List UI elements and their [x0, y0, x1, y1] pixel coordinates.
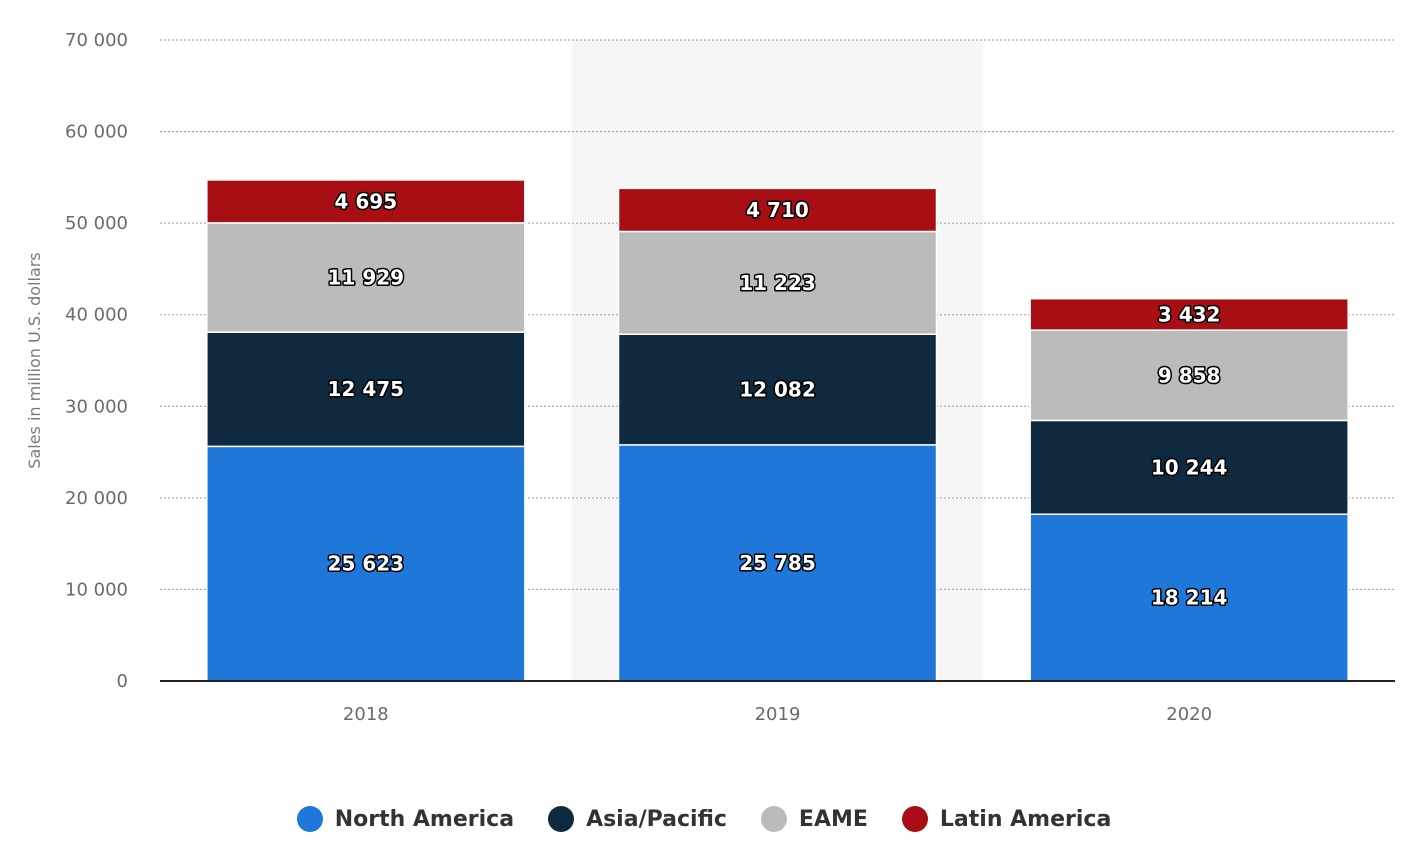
- bar-eame-2020: [1029, 329, 1349, 422]
- bar-asia-pacific-2018: [206, 331, 526, 448]
- x-tick-label: 2019: [755, 704, 801, 725]
- stacked-bar-chart: 0 10 000 20 000 30 000 40 000 50 000 60 000 70 …: [25, 30, 1395, 725]
- data-label: 11 929: [328, 266, 405, 290]
- data-label: 25 623: [328, 552, 405, 576]
- legend-item-asia-pacific[interactable]: Asia/Pacific: [548, 806, 727, 832]
- legend-item-eame[interactable]: EAME: [760, 806, 868, 832]
- legend-label: North America: [334, 806, 515, 832]
- data-label: 12 082: [739, 378, 816, 402]
- data-label: 4 695: [335, 189, 398, 213]
- data-label: 11 223: [739, 271, 816, 295]
- legend: North America Asia/Pacific EAME Latin Ameri…: [0, 806, 1408, 832]
- data-labels: 25 623 12 475 11 929 4 695 25 785 12 082 11 22…: [326, 188, 1229, 611]
- bar-asia-pacific-2019: [617, 333, 938, 446]
- bar-north-america-2019: [617, 444, 938, 682]
- bar-eame-2018: [206, 222, 526, 333]
- data-label: 18 214: [1151, 586, 1228, 610]
- bar-latin-america-2019: [617, 187, 938, 233]
- data-label: 4 710: [746, 198, 809, 222]
- legend-item-north-america[interactable]: North America: [296, 806, 515, 832]
- bar-eame-2019: [617, 230, 938, 335]
- y-axis-label: Sales in million U.S. dollars: [25, 252, 44, 468]
- legend-swatch-icon: [548, 806, 575, 832]
- x-tick-label: 2020: [1166, 704, 1212, 725]
- x-tick-label: 2018: [343, 704, 389, 725]
- legend-swatch-icon: [296, 806, 323, 832]
- legend-label: Latin America: [939, 806, 1112, 832]
- legend-swatch-icon: [760, 806, 787, 832]
- y-tick-label: 70 000: [65, 30, 128, 51]
- y-tick-label: 20 000: [65, 488, 128, 509]
- y-tick-label: 30 000: [65, 396, 128, 417]
- y-tick-label: 10 000: [65, 579, 128, 600]
- data-label: 12 475: [328, 377, 405, 401]
- data-label: 3 432: [1158, 302, 1221, 326]
- bar-latin-america-2018: [206, 179, 526, 224]
- bar-north-america-2020: [1029, 513, 1349, 682]
- y-tick-label: 60 000: [65, 122, 128, 143]
- legend-item-latin-america[interactable]: Latin America: [901, 806, 1112, 832]
- legend-swatch-icon: [901, 806, 928, 832]
- data-label: 25 785: [739, 551, 816, 575]
- y-tick-label: 50 000: [65, 213, 128, 234]
- y-tick-label: 40 000: [65, 305, 128, 326]
- y-axis-ticks: 0 10 000 20 000 30 000 40 000 50 000 60 000 70 …: [65, 30, 128, 692]
- x-axis-ticks: 2018 2019 2020: [343, 704, 1212, 725]
- data-label: 9 858: [1158, 363, 1221, 387]
- data-label: 10 244: [1151, 455, 1228, 479]
- legend-label: Asia/Pacific: [586, 806, 727, 832]
- legend-label: EAME: [798, 806, 868, 832]
- y-tick-label: 0: [117, 671, 128, 692]
- bars: [206, 179, 1349, 682]
- bar-latin-america-2020: [1029, 297, 1349, 331]
- bar-asia-pacific-2020: [1029, 419, 1349, 515]
